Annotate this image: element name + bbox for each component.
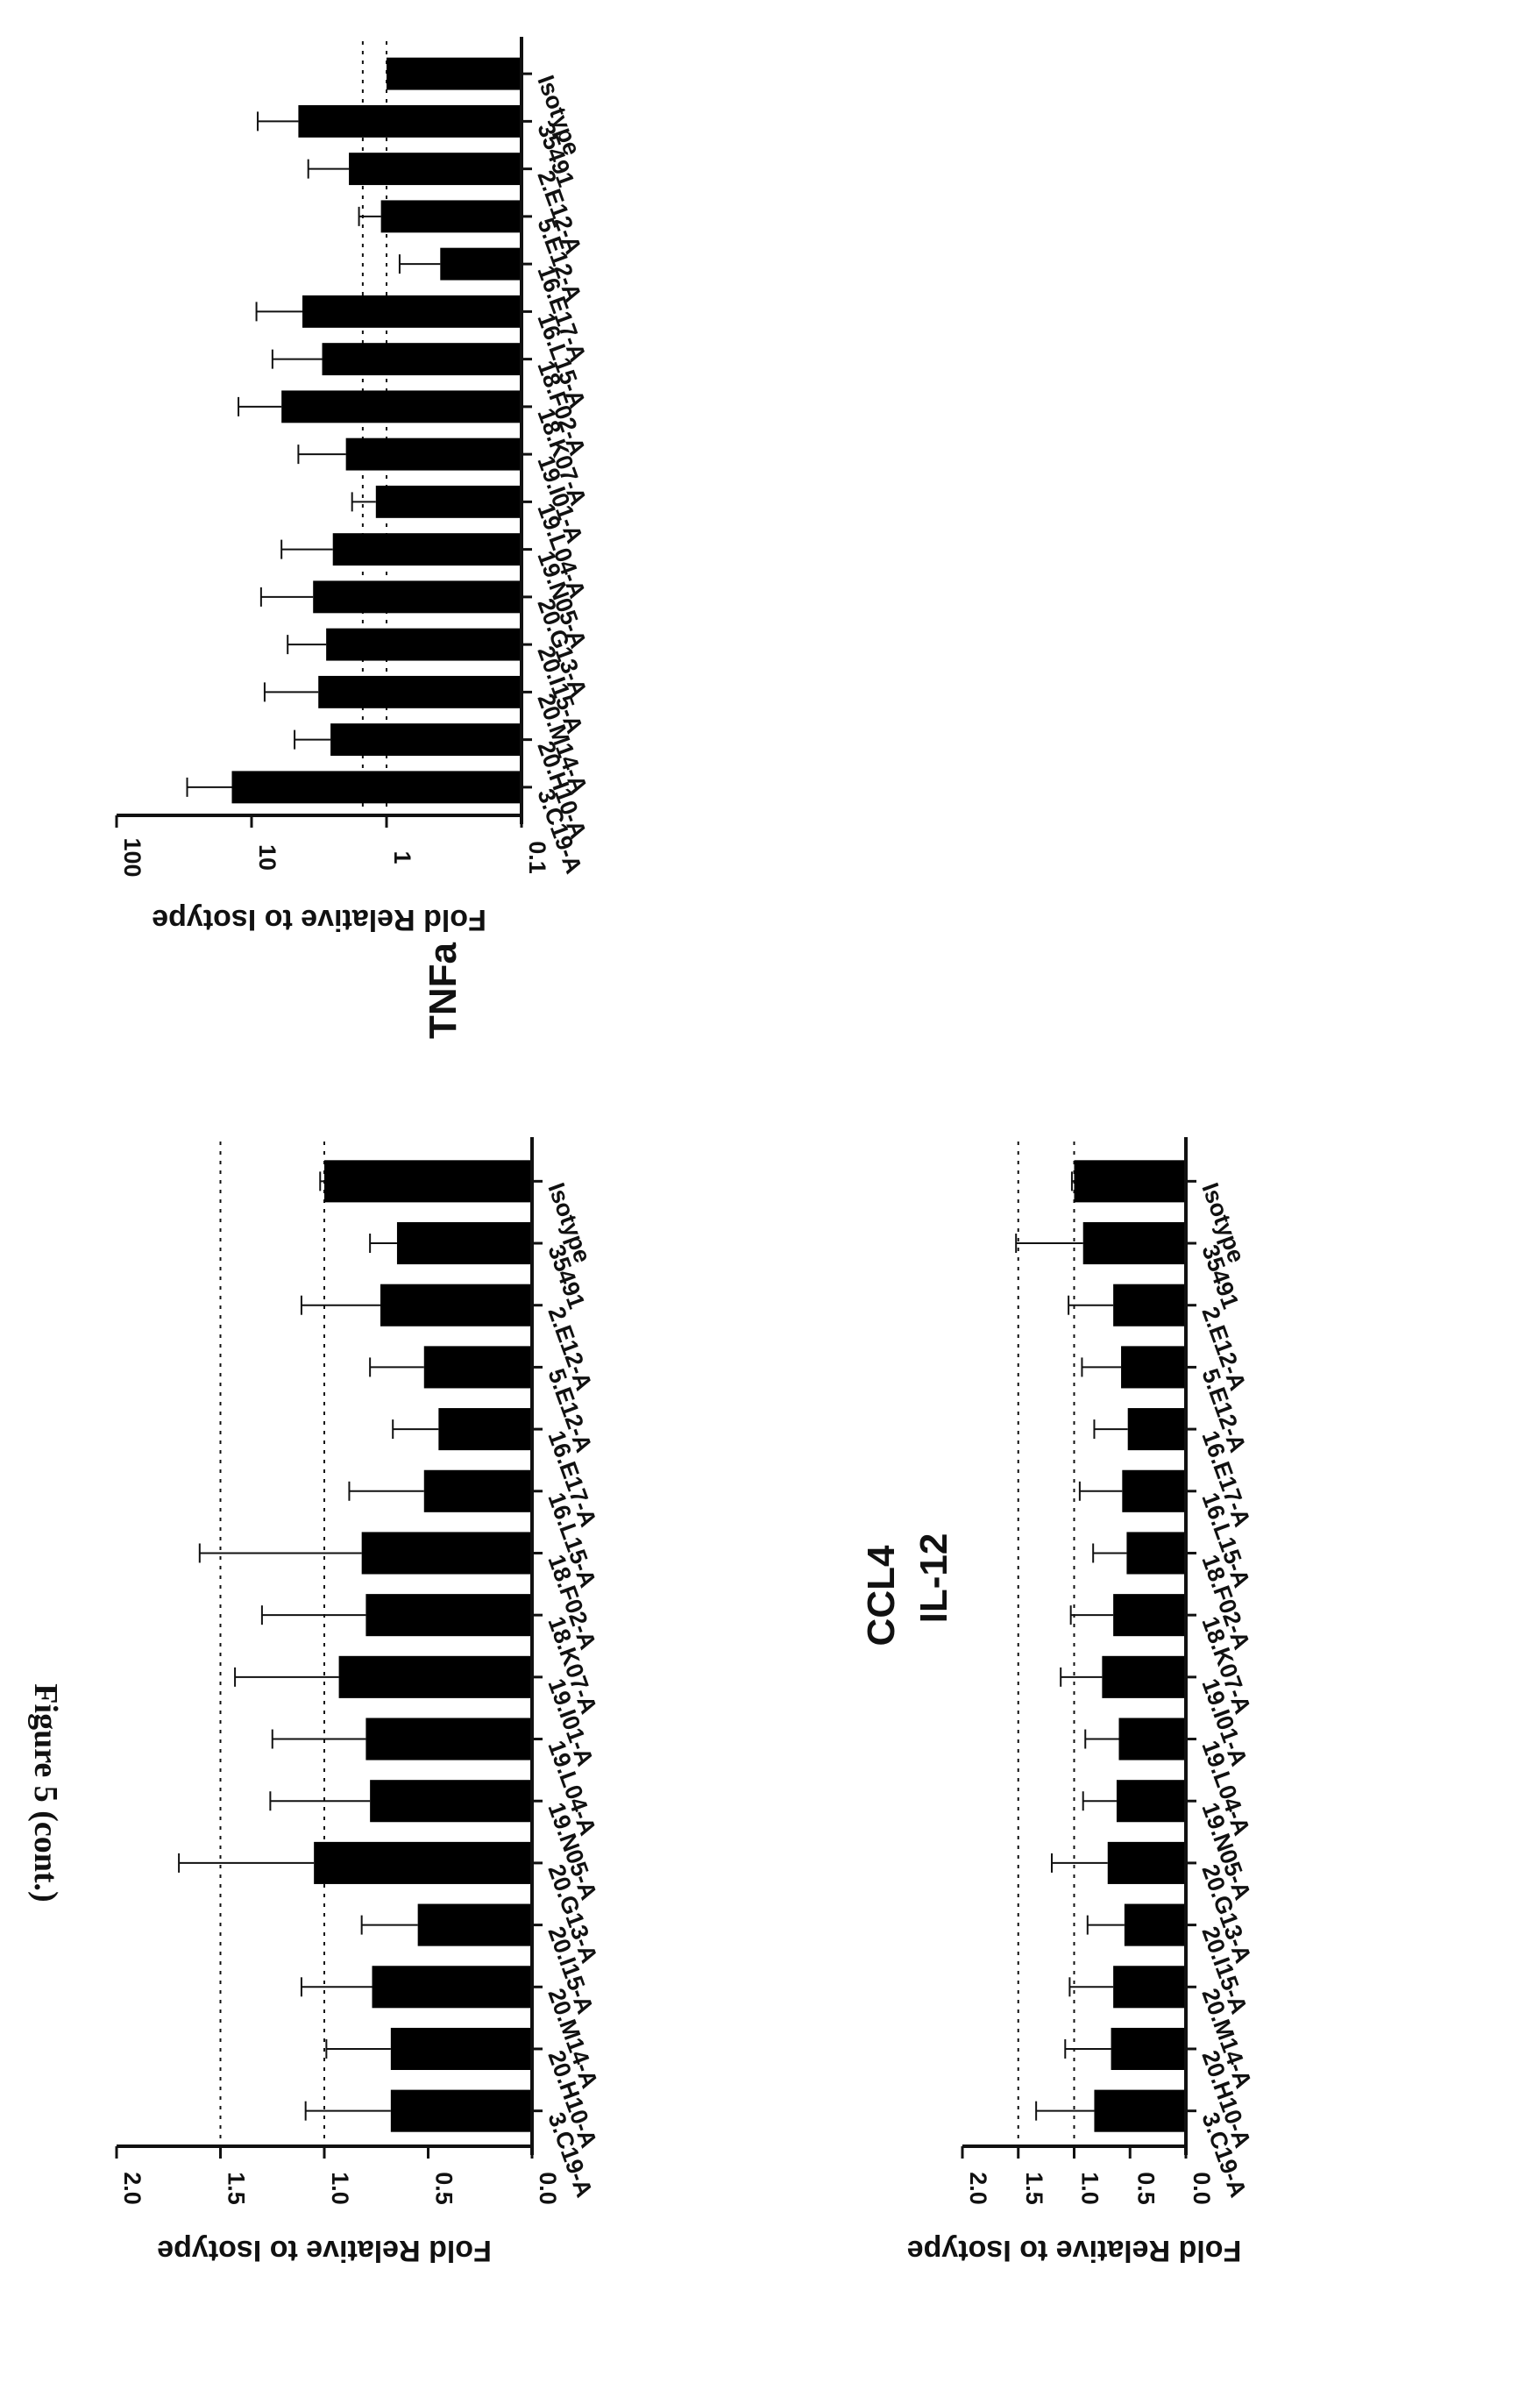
bar-3-c19-a <box>231 771 522 804</box>
bar-2-e12-a <box>349 153 522 186</box>
bar-18-k07-a <box>365 1594 532 1637</box>
value-tick-label: 0.1 <box>524 841 550 874</box>
bar-35491 <box>1082 1221 1186 1265</box>
bar-18-f02-a <box>322 343 522 376</box>
bar-18-f02-a <box>361 1532 532 1575</box>
bar-16-l15-a <box>423 1469 532 1512</box>
bar-3-c19-a <box>390 2089 532 2132</box>
bar-20-h10-a <box>390 2027 532 2071</box>
value-tick-label: 0.0 <box>535 2172 561 2205</box>
value-tick-label: 2.0 <box>965 2172 991 2205</box>
bar-19-n05-a <box>1116 1780 1186 1823</box>
value-tick-label: 0.0 <box>1189 2172 1215 2205</box>
bar-35491 <box>298 104 522 138</box>
ccl4-chart: Isotype354912.E12-A5.E12-A16.E17-A16.L15… <box>860 1137 1257 2267</box>
bar-19-i01-a <box>338 1655 532 1698</box>
bar-16-l15-a <box>302 295 522 328</box>
bar-20-h10-a <box>330 723 522 757</box>
bar-isotype <box>324 1160 532 1203</box>
bar-19-i01-a <box>345 437 522 471</box>
bar-5-e12-a <box>380 200 522 233</box>
chart-title: CCL4 <box>860 1545 903 1646</box>
value-tick-label: 1 <box>389 850 415 864</box>
bar-2-e12-a <box>1113 1284 1186 1327</box>
bar-18-k07-a <box>281 390 522 423</box>
value-tick-label: 2.0 <box>119 2172 145 2205</box>
value-tick-label: 1.0 <box>1077 2172 1104 2205</box>
bar-19-l04-a <box>365 1718 532 1760</box>
bar-20-i15-a <box>1124 1903 1186 1946</box>
bar-20-i15-a <box>417 1903 532 1946</box>
value-axis-title: Fold Relative to Isotype <box>152 903 486 936</box>
bar-16-e17-a <box>438 1408 532 1451</box>
value-tick-label: 1.5 <box>1021 2172 1047 2205</box>
bar-isotype <box>387 57 522 90</box>
bar-16-e17-a <box>1127 1408 1186 1451</box>
value-tick-label: 10 <box>254 844 280 871</box>
il12-chart: Isotype354912.E12-A5.E12-A16.E17-A16.L15… <box>115 1137 955 2267</box>
bar-16-e17-a <box>440 247 522 281</box>
value-tick-label: 0.5 <box>1132 2172 1159 2205</box>
bar-18-k07-a <box>1113 1594 1186 1637</box>
chart-title: TNFa <box>422 942 465 1039</box>
bar-18-f02-a <box>1126 1532 1186 1575</box>
bar-20-m14-a <box>372 1966 532 2009</box>
value-tick-label: 1.5 <box>224 2172 250 2205</box>
bar-19-i01-a <box>1102 1655 1186 1698</box>
bar-20-m14-a <box>1113 1966 1186 2009</box>
bar-20-h10-a <box>1111 2027 1186 2071</box>
bar-19-l04-a <box>375 485 522 518</box>
value-tick-label: 0.5 <box>431 2172 458 2205</box>
tnfa-chart: Isotype354912.E12-A5.E12-A16.E17-A16.L15… <box>115 37 593 1039</box>
figure-label: Figure 5 (cont.) <box>27 1683 64 1902</box>
bar-20-m14-a <box>318 675 522 708</box>
bar-20-i15-a <box>326 628 522 661</box>
chart-title: IL-12 <box>912 1533 955 1624</box>
bar-19-n05-a <box>370 1780 532 1823</box>
bar-19-n05-a <box>332 533 522 566</box>
bar-16-l15-a <box>1122 1469 1186 1512</box>
bar-5-e12-a <box>1121 1346 1186 1389</box>
value-axis-title: Fold Relative to Isotype <box>157 2234 492 2267</box>
bar-35491 <box>396 1221 532 1265</box>
bar-isotype <box>1074 1160 1186 1203</box>
value-axis-title: Fold Relative to Isotype <box>907 2234 1242 2267</box>
bar-20-g13-a <box>314 1841 532 1884</box>
bar-2-e12-a <box>380 1284 532 1327</box>
bar-3-c19-a <box>1094 2089 1186 2132</box>
bar-20-g13-a <box>1107 1841 1186 1884</box>
bar-5-e12-a <box>423 1346 532 1389</box>
value-tick-label: 1.0 <box>327 2172 353 2205</box>
bar-19-l04-a <box>1118 1718 1186 1760</box>
value-tick-label: 100 <box>119 837 145 877</box>
bar-20-g13-a <box>313 580 522 614</box>
